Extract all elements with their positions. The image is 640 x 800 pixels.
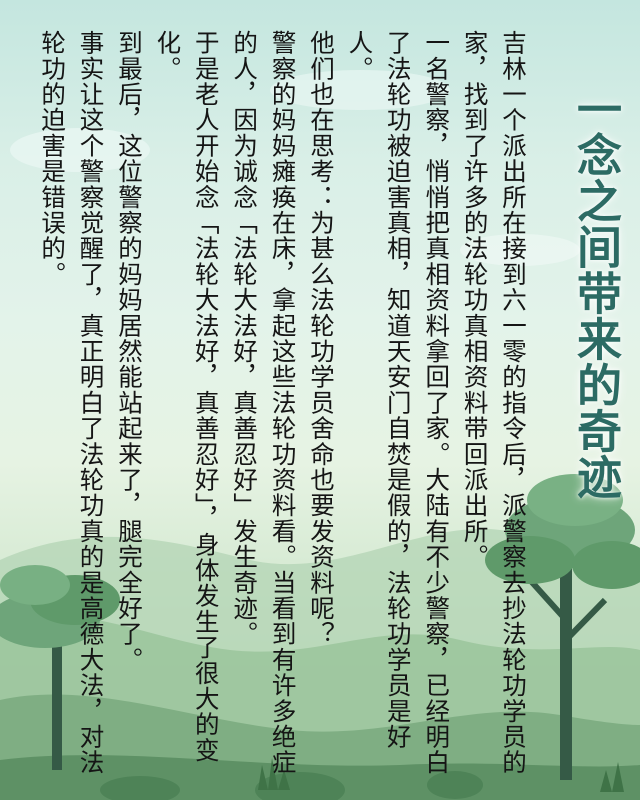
- paragraph: 一名警察，悄悄把真相资料拿回了家。大陆有不少警察，已经明白了法轮功被迫害真相，知…: [345, 30, 452, 776]
- tree-left: [0, 565, 120, 770]
- paragraph: 吉林一个派出所在接到六一零的指令后，派警察去抄法轮功学员的家，找到了许多的法轮功…: [460, 30, 528, 776]
- paragraph: 于是老人开始念「法轮大法好，真善忍好」，身体发生了很大的变化。: [153, 30, 221, 764]
- bush: [100, 776, 180, 800]
- article-body: 吉林一个派出所在接到六一零的指令后，派警察去抄法轮功学员的家，找到了许多的法轮功…: [33, 30, 532, 800]
- bush: [427, 771, 483, 799]
- cloud: [460, 234, 580, 266]
- paragraph: 他们也在思考：为甚么法轮功学员舍命也要发资料呢？: [306, 30, 336, 647]
- bush: [255, 772, 345, 800]
- paragraph: 事实让这个警察觉醒了，真正明白了法轮功真的是高德大法，对法轮功的迫害是错误的。: [38, 30, 106, 776]
- paragraph: 到最后，这位警察的妈妈居然能站起来了，腿完全好了。: [114, 30, 144, 673]
- cloud: [270, 70, 450, 110]
- grass-tuft: [600, 762, 624, 792]
- cloud: [10, 128, 150, 172]
- tree-right: [485, 474, 640, 780]
- poster-title: 一念之间带来的奇迹: [569, 86, 622, 500]
- grass-tuft: [258, 758, 290, 790]
- paragraph: 警察的妈妈瘫痪在床，拿起这些法轮功资料看。当看到有许多绝症的人，因为诚念「法轮大…: [230, 30, 298, 776]
